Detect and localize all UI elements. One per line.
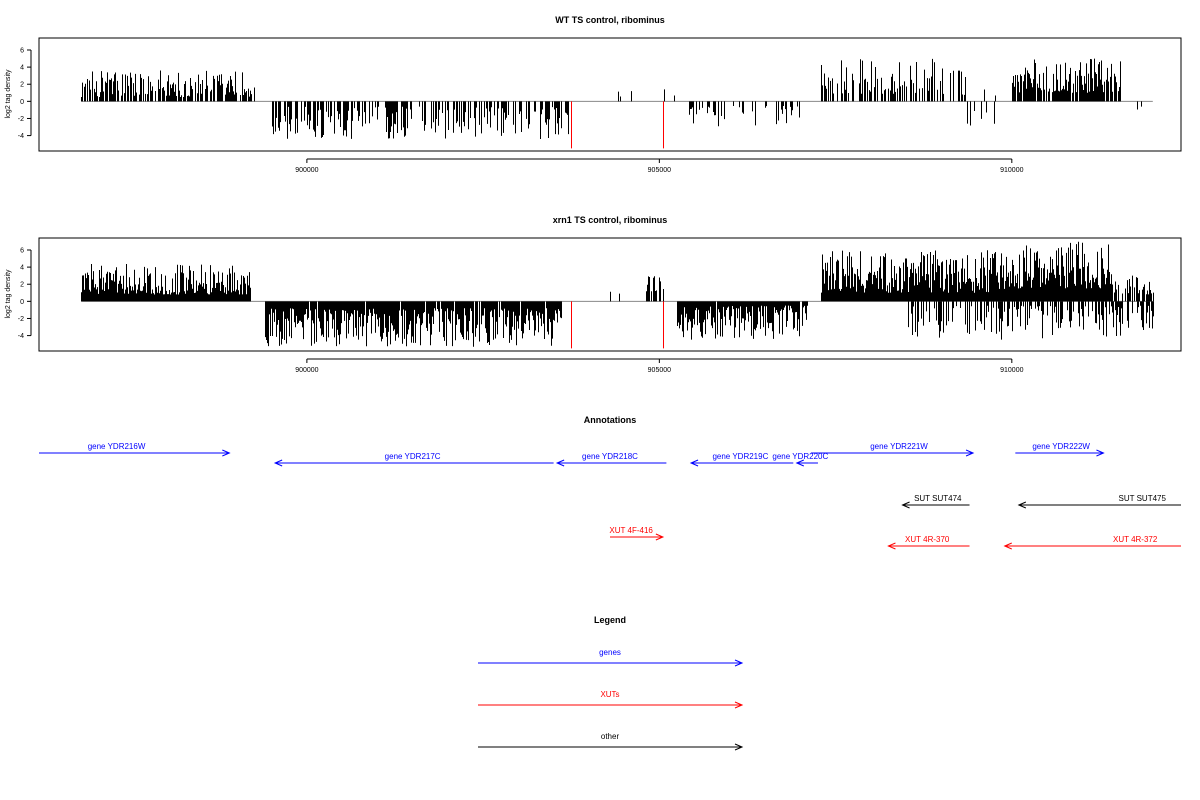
- annotation-arrowhead: [222, 449, 231, 457]
- legend: Legend genes XUTs other: [478, 615, 744, 751]
- annotation-label: XUT 4F-416: [609, 526, 653, 535]
- annotations-title: Annotations: [584, 415, 637, 425]
- wt-y-axis-label: log2 tag density: [5, 69, 12, 119]
- legend-item: other: [478, 732, 744, 751]
- legend-title: Legend: [594, 615, 626, 625]
- annotation-label: gene YDR221W: [870, 442, 928, 451]
- annotation-arrowhead: [1003, 542, 1012, 550]
- legend-arrowhead: [734, 743, 744, 751]
- xrn1-y-tick-label: 6: [20, 247, 24, 254]
- annotation-label: gene YDR218C: [582, 452, 638, 461]
- annotation-label: XUT 4R-370: [905, 535, 950, 544]
- wt-y-tick-label: -4: [18, 133, 24, 140]
- annotation-feature: gene YDR219C: [689, 452, 794, 467]
- xrn1-panel-title: xrn1 TS control, ribominus: [553, 215, 668, 225]
- annotation-arrowhead: [655, 533, 665, 541]
- annotation-feature: XUT 4F-416: [609, 526, 665, 541]
- annotation-feature: gene YDR222W: [1015, 442, 1105, 457]
- wt-x-tick-label: 910000: [1000, 167, 1023, 174]
- annotation-arrowhead: [689, 459, 699, 467]
- annotation-label: SUT SUT474: [914, 494, 962, 503]
- annotation-label: gene YDR219C: [712, 452, 768, 461]
- annotation-feature: gene YDR216W: [39, 442, 231, 457]
- xrn1-panel: xrn1 TS control, ribominus log2 tag dens…: [5, 215, 1182, 374]
- annotation-label: SUT SUT475: [1119, 494, 1167, 503]
- annotation-arrowhead: [1096, 449, 1105, 457]
- wt-y-tick-label: 2: [20, 82, 24, 89]
- annotation-arrowhead: [795, 459, 805, 467]
- wt-y-tick-label: -2: [18, 116, 24, 123]
- annotation-feature: gene YDR217C: [273, 452, 554, 467]
- xrn1-y-tick-label: -4: [18, 333, 24, 340]
- annotation-label: gene YDR216W: [88, 442, 146, 451]
- annotation-feature: SUT SUT475: [1017, 494, 1181, 509]
- annotation-label: gene YDR217C: [385, 452, 441, 461]
- annotation-arrowhead: [901, 501, 910, 509]
- wt-y-axis: 6 4 2 0 -2 -4: [18, 47, 32, 140]
- wt-y-tick-label: 4: [20, 65, 24, 72]
- annotation-feature: XUT 4R-372: [1003, 535, 1181, 550]
- annotation-arrowhead: [965, 449, 975, 457]
- annotation-label: gene YDR220C: [772, 452, 828, 461]
- wt-y-tick-label: 0: [20, 99, 24, 106]
- xrn1-x-tick-label: 900000: [295, 367, 318, 374]
- wt-bars: [81, 58, 1153, 149]
- xrn1-y-tick-label: -2: [18, 316, 24, 323]
- legend-label: other: [601, 732, 620, 741]
- legend-item: XUTs: [478, 690, 744, 709]
- wt-panel: WT TS control, ribominus log2 tag densit…: [5, 15, 1182, 174]
- wt-plot-frame: [38, 37, 1182, 152]
- xrn1-bars: [81, 241, 1154, 349]
- legend-item: genes: [478, 648, 744, 667]
- annotation-feature: gene YDR218C: [555, 452, 667, 467]
- annotation-feature: gene YDR220C: [772, 452, 829, 467]
- xrn1-plot-frame: [38, 237, 1182, 352]
- wt-x-tick-label: 905000: [648, 167, 671, 174]
- xrn1-x-tick-label: 910000: [1000, 367, 1023, 374]
- wt-panel-title: WT TS control, ribominus: [555, 15, 665, 25]
- wt-x-axis: 900000 905000 910000: [295, 158, 1024, 174]
- legend-items: genes XUTs other: [478, 648, 744, 751]
- legend-label: XUTs: [600, 690, 619, 699]
- legend-label: genes: [599, 648, 621, 657]
- xrn1-x-axis: 900000 905000 910000: [295, 358, 1024, 374]
- annotation-arrowhead: [273, 459, 283, 467]
- wt-x-tick-label: 900000: [295, 167, 318, 174]
- annotation-arrowhead: [887, 542, 896, 550]
- xrn1-y-tick-label: 4: [20, 265, 24, 272]
- legend-arrowhead: [734, 659, 744, 667]
- annotation-features: gene YDR216W gene YDR217C gene YDR218C gene…: [39, 442, 1181, 550]
- xrn1-y-tick-label: 2: [20, 282, 24, 289]
- legend-arrowhead: [734, 701, 744, 709]
- xrn1-y-tick-label: 0: [20, 299, 24, 306]
- xrn1-y-axis-label: log2 tag density: [5, 269, 12, 319]
- annotation-label: gene YDR222W: [1032, 442, 1090, 451]
- annotation-label: XUT 4R-372: [1113, 535, 1158, 544]
- annotation-arrowhead: [555, 459, 565, 467]
- xrn1-y-axis: 6 4 2 0 -2 -4: [18, 247, 32, 340]
- annotation-feature: XUT 4R-370: [887, 535, 970, 550]
- annotation-feature: gene YDR221W: [810, 442, 975, 457]
- wt-y-tick-label: 6: [20, 47, 24, 54]
- annotation-feature: SUT SUT474: [901, 494, 970, 509]
- annotation-arrowhead: [1017, 501, 1027, 509]
- xrn1-x-tick-label: 905000: [648, 367, 671, 374]
